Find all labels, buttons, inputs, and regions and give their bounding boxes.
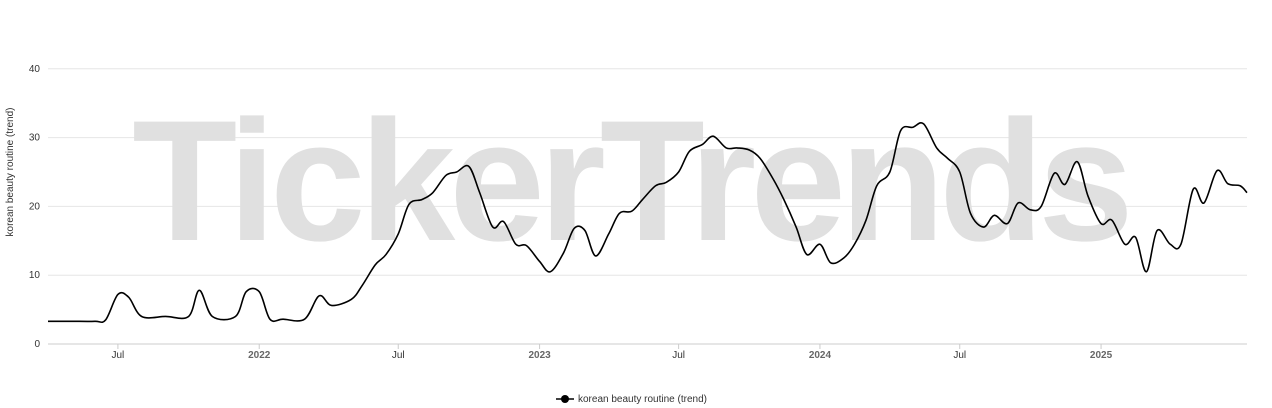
x-tick-label: 2023 <box>528 350 551 361</box>
y-tick-label: 30 <box>29 133 41 144</box>
y-tick-label: 10 <box>29 270 41 281</box>
legend-label: korean beauty routine (trend) <box>578 394 707 405</box>
y-tick-label: 40 <box>29 64 41 75</box>
y-axis-label: korean beauty routine (trend) <box>5 108 16 237</box>
legend[interactable]: korean beauty routine (trend) <box>556 394 707 405</box>
x-tick-label: 2025 <box>1090 350 1113 361</box>
series-line-0[interactable] <box>47 121 1248 324</box>
x-tick-label: 2024 <box>809 350 832 361</box>
x-tick-label: Jul <box>672 350 685 361</box>
series-layer <box>47 121 1248 324</box>
y-tick-label: 0 <box>34 339 40 350</box>
x-tick-label: Jul <box>111 350 124 361</box>
x-tick-label: Jul <box>953 350 966 361</box>
watermark-text: TickerTrends <box>132 85 1128 277</box>
y-tick-label: 20 <box>29 201 41 212</box>
gridlines <box>48 68 1247 276</box>
axes: 0 10 20 30 40 Jul 2022 Jul 2023 Jul 2024 Jul 2025 <box>29 64 1247 361</box>
x-tick-label: 2022 <box>248 350 271 361</box>
legend-marker-swatch <box>561 395 569 403</box>
x-tick-label: Jul <box>392 350 405 361</box>
